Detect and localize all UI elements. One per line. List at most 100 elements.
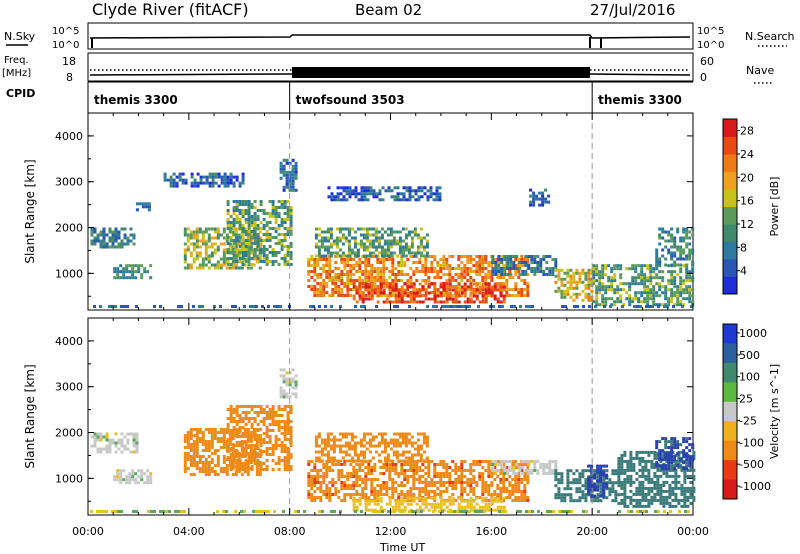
heatmap-cell [578, 481, 582, 485]
heatmap-cell [341, 251, 345, 255]
heatmap-cell [325, 475, 329, 478]
heatmap-cell [222, 242, 226, 246]
heatmap-cell [385, 279, 389, 282]
heatmap-cell [192, 233, 196, 237]
heatmap-cell [536, 270, 540, 273]
heatmap-cell [346, 288, 350, 291]
heatmap-cell [664, 297, 668, 301]
heatmap-cell [370, 490, 374, 493]
heatmap-cell [229, 456, 233, 459]
heatmap-cell [249, 305, 252, 308]
heatmap-cell [523, 478, 527, 481]
heatmap-cell [175, 181, 179, 185]
heatmap-cell [659, 483, 663, 487]
heatmap-cell [685, 227, 689, 231]
heatmap-cell [189, 242, 193, 246]
heatmap-cell [235, 200, 239, 203]
heatmap-cell [329, 233, 333, 237]
heatmap-cell [620, 462, 624, 466]
heatmap-cell [569, 280, 573, 284]
heatmap-cell [373, 478, 377, 481]
heatmap-cell [439, 463, 443, 466]
heatmap-cell [445, 267, 449, 270]
heatmap-cell [328, 487, 332, 490]
heatmap-cell [186, 263, 190, 267]
heatmap-cell [448, 267, 452, 270]
heatmap-cell [367, 472, 371, 475]
heatmap-cell [186, 431, 190, 434]
heatmap-cell [319, 481, 323, 484]
heatmap-cell [392, 453, 396, 457]
heatmap-cell [286, 411, 290, 414]
heatmap-cell [249, 431, 253, 434]
heatmap-cell [325, 270, 329, 273]
heatmap-cell [331, 288, 335, 291]
heatmap-cell [314, 459, 318, 463]
heatmap-cell [637, 297, 641, 301]
heatmap-cell [347, 453, 351, 457]
heatmap-cell [469, 505, 473, 509]
heatmap-cell [364, 264, 368, 267]
heatmap-cell [364, 276, 368, 279]
heatmap-cell [511, 490, 515, 493]
heatmap-cell [283, 218, 287, 221]
heatmap-cell [459, 305, 462, 308]
heatmap-cell [385, 294, 389, 297]
heatmap-cell [544, 188, 548, 192]
heatmap-cell [322, 466, 326, 469]
heatmap-cell [472, 487, 476, 490]
heatmap-cell [466, 261, 470, 264]
heatmap-cell [425, 438, 429, 442]
heatmap-cell [241, 175, 245, 179]
heatmap-cell [362, 245, 366, 249]
heatmap-cell [307, 472, 311, 475]
heatmap-cell [520, 499, 524, 502]
heatmap-cell [691, 300, 695, 304]
heatmap-cell [355, 472, 359, 475]
heatmap-cell [529, 203, 533, 207]
heatmap-cell [497, 264, 501, 267]
heatmap-cell [520, 258, 524, 261]
heatmap-cell [192, 446, 196, 449]
heatmap-cell [277, 227, 281, 230]
heatmap-cell [402, 192, 406, 196]
heatmap-cell [346, 285, 350, 288]
heatmap-cell [226, 423, 230, 426]
heatmap-cell [436, 505, 440, 509]
heatmap-cell [599, 484, 603, 488]
heatmap-cell [658, 294, 662, 298]
heatmap-cell [494, 261, 498, 264]
heatmap-cell [340, 291, 344, 294]
heatmap-cell [676, 263, 680, 267]
heatmap-cell [241, 411, 245, 414]
heatmap-cell [445, 279, 449, 282]
heatmap-cell [355, 291, 359, 295]
heatmap-cell [376, 490, 380, 493]
heatmap-cell [234, 227, 238, 231]
heatmap-cell [659, 486, 663, 490]
heatmap-cell [373, 502, 377, 506]
heatmap-cell [466, 300, 470, 304]
heatmap-cell [336, 198, 340, 202]
heatmap-cell [361, 282, 365, 285]
heatmap-cell [334, 288, 338, 291]
heatmap-cell [433, 466, 437, 469]
heatmap-cell [289, 441, 293, 444]
heatmap-cell [563, 487, 567, 491]
heatmap-cell [210, 428, 214, 431]
heatmap-cell [421, 481, 425, 484]
heatmap-cell [409, 294, 413, 298]
heatmap-cell [216, 464, 220, 467]
heatmap-cell [433, 255, 437, 258]
heatmap-cell [484, 285, 488, 289]
heatmap-cell [361, 478, 365, 481]
heatmap-cell [397, 273, 401, 276]
heatmap-cell [419, 227, 423, 231]
heatmap-cell [487, 273, 491, 276]
heatmap-cell [389, 441, 393, 445]
heatmap-cell [590, 280, 594, 284]
heatmap-cell [581, 469, 585, 473]
heatmap-cell [346, 484, 350, 487]
heatmap-cell [243, 263, 247, 267]
heatmap-cell [383, 450, 387, 454]
